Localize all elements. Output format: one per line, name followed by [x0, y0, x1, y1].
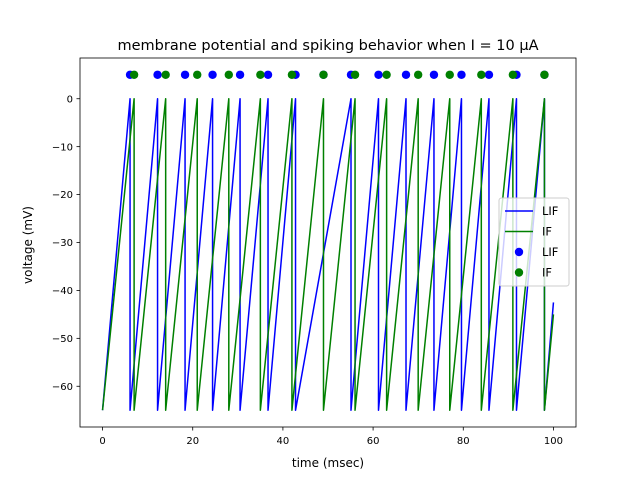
- spike-point-if: [382, 70, 391, 79]
- spike-point-lif: [208, 70, 217, 79]
- y-tick-label: −60: [52, 382, 73, 393]
- legend: LIF IF LIF IF: [498, 197, 570, 287]
- spike-point-if: [445, 70, 454, 79]
- spike-point-if: [319, 70, 328, 79]
- spike-point-if: [193, 70, 202, 79]
- spike-point-if: [287, 70, 297, 79]
- x-tick-label: 0: [99, 436, 105, 447]
- spike-point-lif: [235, 70, 245, 79]
- spike-point-if: [129, 70, 139, 79]
- y-axis: 0 −10 −20 −30 −40 −50 −60: [52, 94, 80, 393]
- y-tick-label: −10: [52, 142, 73, 153]
- spike-point-if: [540, 70, 549, 79]
- legend-label: LIF: [542, 204, 558, 218]
- spike-point-lif: [153, 70, 162, 79]
- y-tick-label: −40: [52, 286, 73, 297]
- spike-point-if: [256, 70, 265, 79]
- y-tick-label: −50: [52, 334, 73, 345]
- y-axis-label: voltage (mV): [21, 206, 35, 284]
- y-tick-label: −30: [52, 238, 73, 249]
- y-tick-label: 0: [67, 94, 73, 105]
- spike-point-lif: [429, 70, 439, 79]
- series-line-lif: [101, 97, 555, 411]
- chart-title: membrane potential and spiking behavior …: [117, 38, 538, 54]
- legend-box: [498, 197, 570, 287]
- legend-label: IF: [542, 266, 552, 280]
- spike-point-lif: [263, 70, 273, 79]
- x-axis-label: time (msec): [292, 456, 364, 470]
- spike-point-if: [508, 70, 518, 79]
- spike-point-if: [477, 70, 486, 79]
- spike-point-lif: [180, 70, 190, 79]
- series-line-if: [101, 97, 555, 411]
- x-tick-label: 100: [544, 436, 563, 447]
- x-tick-label: 20: [186, 436, 199, 447]
- spike-point-if: [224, 70, 233, 79]
- spike-point-if: [350, 70, 360, 79]
- legend-label: IF: [542, 225, 552, 239]
- spike-point-if: [413, 70, 423, 79]
- x-tick-label: 80: [457, 436, 470, 447]
- x-axis: 0 20 40 60 80 100: [99, 427, 563, 447]
- plot-area: [101, 70, 555, 411]
- legend-marker-swatch: [514, 247, 524, 257]
- spike-point-lif: [484, 70, 494, 79]
- legend-label: LIF: [542, 245, 558, 259]
- spike-point-lif: [401, 70, 411, 79]
- y-tick-label: −20: [52, 190, 73, 201]
- legend-marker-swatch: [514, 268, 524, 277]
- spike-point-if: [161, 70, 170, 79]
- x-tick-label: 40: [277, 436, 290, 447]
- x-tick-label: 60: [367, 436, 380, 447]
- spike-point-lif: [457, 70, 466, 79]
- spike-point-lif: [374, 70, 383, 79]
